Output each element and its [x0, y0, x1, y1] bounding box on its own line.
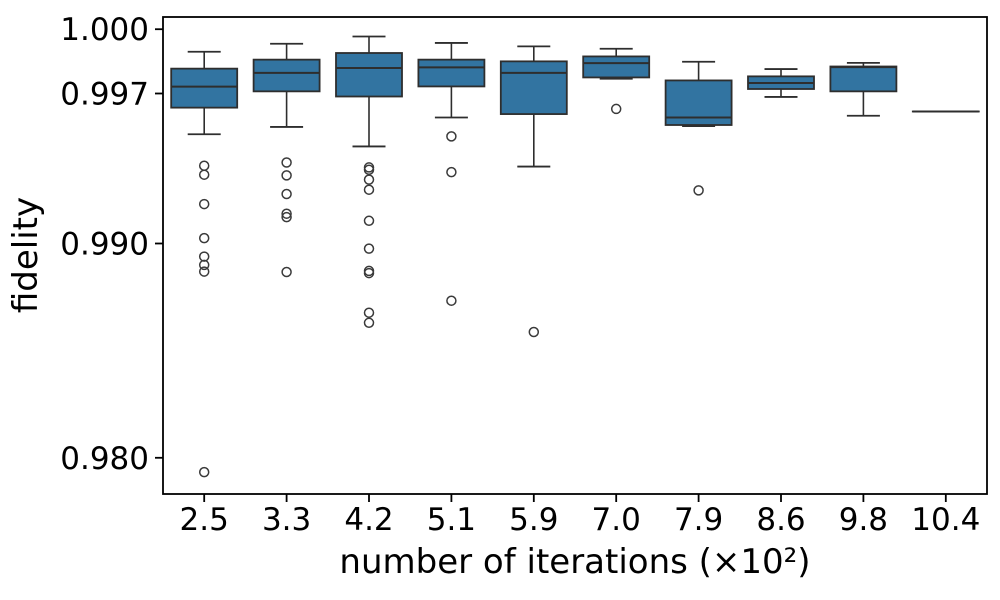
box — [829, 65, 898, 93]
box — [170, 67, 239, 109]
outlier-point — [610, 103, 622, 115]
box — [417, 58, 486, 88]
outlier-point — [446, 295, 457, 306]
outlier-point — [281, 157, 292, 168]
outlier-point — [198, 169, 210, 180]
outlier-point — [363, 174, 375, 185]
outlier-point — [446, 166, 457, 178]
outlier-point — [198, 259, 210, 271]
axes-frame — [162, 16, 988, 495]
outlier-point — [198, 466, 210, 478]
y-tick-label: 0.980 — [60, 441, 149, 477]
y-axis-label: fidelity — [6, 196, 46, 314]
outlier-point — [198, 266, 210, 277]
y-tick-label: 1.000 — [60, 12, 149, 48]
outlier-point — [363, 184, 375, 195]
outlier-point — [198, 232, 210, 244]
x-tick-label: 4.2 — [344, 502, 393, 538]
x-axis-label: number of iterations (×10²) — [339, 542, 811, 582]
outlier-point — [281, 170, 292, 181]
outlier-point — [363, 243, 375, 254]
x-tick-label: 7.0 — [592, 502, 641, 538]
outlier-point — [363, 164, 375, 176]
y-tick-label: 0.997 — [60, 77, 149, 113]
outlier-point — [281, 188, 292, 200]
outlier-point — [198, 198, 210, 210]
outlier-point — [693, 185, 704, 196]
x-tick-label: 2.5 — [180, 502, 229, 538]
outlier-point — [198, 160, 210, 171]
x-tick-label: 5.9 — [509, 502, 558, 538]
box — [252, 58, 321, 93]
outlier-point — [363, 215, 375, 227]
outlier-point — [363, 317, 375, 329]
box — [335, 52, 403, 98]
x-tick-label: 3.3 — [262, 502, 311, 538]
outlier-point — [363, 307, 375, 318]
x-tick-label: 5.1 — [427, 502, 476, 538]
outlier-point — [363, 267, 375, 279]
x-tick-label: 8.6 — [756, 502, 805, 538]
x-tick-label: 9.8 — [839, 502, 888, 538]
outlier-point — [528, 326, 540, 338]
box — [499, 60, 568, 115]
outlier-point — [446, 131, 457, 142]
box — [582, 55, 651, 79]
x-tick-label: 7.9 — [674, 502, 723, 538]
outlier-point — [281, 266, 292, 278]
x-tick-label: 10.4 — [911, 502, 980, 538]
outlier-point — [281, 211, 292, 223]
y-tick-label: 0.990 — [60, 227, 149, 263]
outlier-point — [281, 208, 292, 219]
